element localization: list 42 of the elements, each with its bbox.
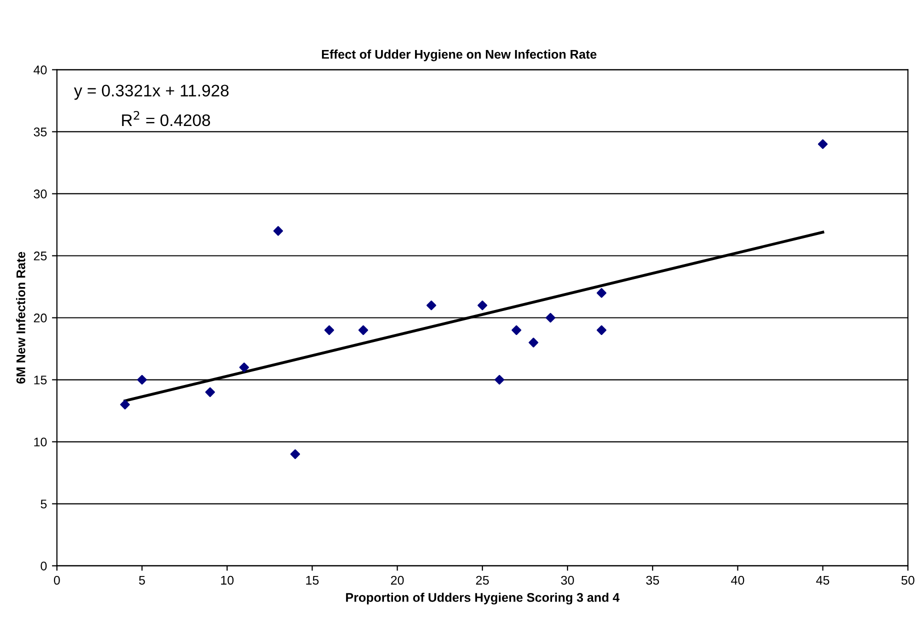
x-tick-label: 35 — [646, 576, 660, 585]
point — [137, 374, 147, 385]
point — [546, 312, 556, 323]
x-tick-label: 5 — [139, 576, 145, 585]
point — [120, 400, 130, 410]
point — [239, 362, 249, 372]
y-tick-label: 20 — [34, 314, 47, 322]
x-tick-label: 25 — [476, 576, 489, 585]
y-tick-label: 5 — [40, 500, 47, 508]
y-tick-label: 35 — [34, 128, 47, 136]
x-tick-label: 50 — [901, 576, 914, 585]
point — [818, 139, 828, 149]
y-tick-label: 10 — [34, 438, 47, 446]
x-tick-label: 40 — [731, 576, 744, 585]
point — [478, 300, 488, 310]
x-tick-label: 0 — [54, 576, 60, 585]
x-tick-label: 45 — [816, 576, 830, 585]
point — [290, 449, 300, 460]
x-tick-label: 15 — [306, 576, 319, 585]
x-tick-label: 10 — [221, 576, 234, 585]
y-tick-label: 40 — [34, 66, 47, 74]
point — [358, 325, 368, 336]
y-tick-label: 15 — [34, 376, 47, 384]
point — [596, 325, 606, 336]
point — [528, 338, 538, 348]
y-tick-label: 0 — [40, 562, 47, 570]
point — [426, 300, 436, 310]
point — [512, 325, 522, 336]
point — [205, 387, 215, 398]
x-tick-label: 20 — [390, 576, 404, 585]
x-tick-label: 30 — [561, 576, 574, 585]
y-axis-title: 6M New Infection Rate — [16, 252, 26, 384]
point — [324, 325, 334, 336]
point — [273, 226, 284, 236]
annotation: y = 0.3321x + 11.928 — [74, 84, 229, 100]
point — [494, 374, 504, 385]
annotation: R$^{2}$ = 0.4208 — [122, 110, 210, 126]
x-axis-title: Proportion of Udders Hygiene Scoring 3 and 4 — [346, 592, 620, 604]
point — [596, 288, 606, 298]
y-tick-label: 25 — [34, 252, 47, 260]
y-tick-label: 30 — [34, 190, 47, 198]
chart-title: Effect of Udder Hygiene on New Infection Rate — [322, 50, 596, 62]
